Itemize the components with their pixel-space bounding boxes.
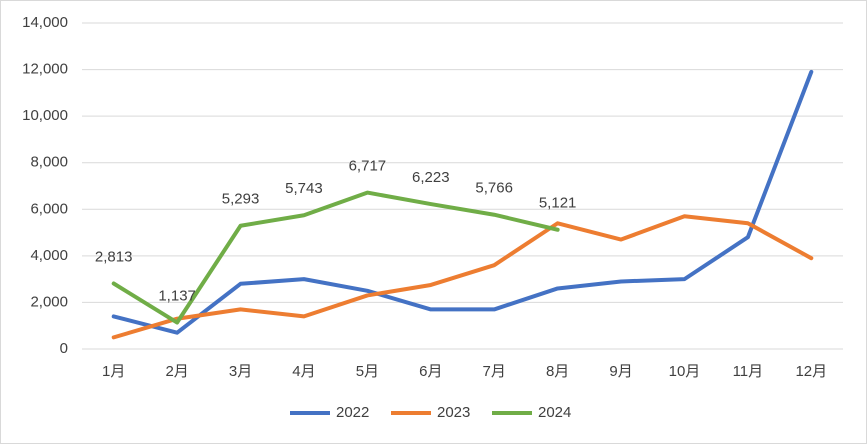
x-tick-label: 1月 (102, 363, 125, 380)
data-label: 5,293 (222, 191, 260, 208)
data-label: 5,121 (539, 195, 577, 212)
legend-label: 2024 (538, 404, 571, 421)
y-tick-label: 4,000 (30, 247, 68, 264)
data-label: 1,137 (158, 287, 196, 304)
x-tick-label: 5月 (356, 363, 379, 380)
line-series (111, 190, 560, 325)
legend-label: 2022 (336, 404, 369, 421)
x-tick-label: 7月 (483, 363, 506, 380)
y-tick-label: 12,000 (22, 61, 68, 78)
y-tick-label: 14,000 (22, 14, 68, 31)
y-tick-label: 0 (60, 340, 68, 357)
y-tick-label: 2,000 (30, 293, 68, 310)
legend-label: 2023 (437, 404, 470, 421)
data-label: 5,743 (285, 180, 323, 197)
data-label: 6,223 (412, 169, 450, 186)
data-label: 5,766 (475, 180, 513, 197)
y-tick-label: 6,000 (30, 200, 68, 217)
y-tick-label: 8,000 (30, 154, 68, 171)
line-series (111, 69, 814, 335)
x-tick-label: 11月 (733, 363, 764, 380)
data-label: 6,717 (349, 158, 387, 175)
x-tick-label: 10月 (669, 363, 701, 380)
x-tick-label: 3月 (229, 363, 252, 380)
x-tick-label: 12月 (795, 363, 827, 380)
x-tick-label: 6月 (419, 363, 442, 380)
data-label: 2,813 (95, 248, 133, 265)
x-tick-label: 8月 (546, 363, 569, 380)
x-tick-label: 9月 (609, 363, 632, 380)
x-tick-label: 2月 (165, 363, 188, 380)
line-series (111, 214, 814, 340)
y-tick-label: 10,000 (22, 107, 68, 124)
x-tick-label: 4月 (292, 363, 315, 380)
